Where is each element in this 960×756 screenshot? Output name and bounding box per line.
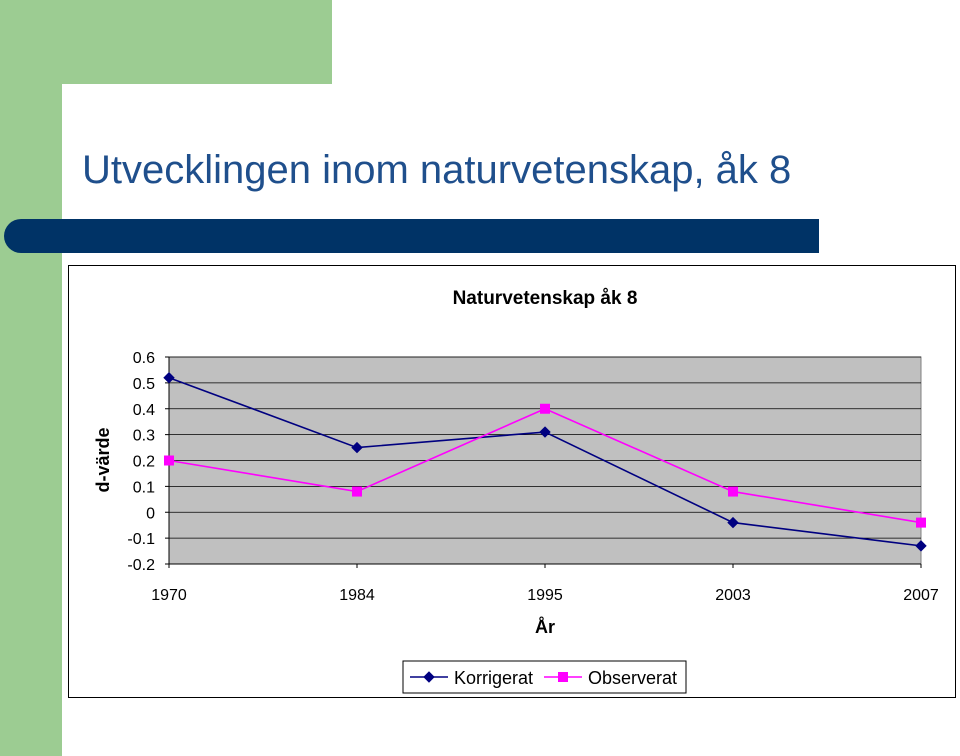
legend-marker-korrigerat — [423, 671, 435, 683]
y-tick-label: 0.3 — [133, 428, 155, 445]
green-accent-left — [0, 0, 62, 756]
data-point-observerat — [540, 403, 550, 414]
data-point-korrigerat — [351, 441, 363, 454]
slide-title: Utvecklingen inom naturvetenskap, åk 8 — [82, 148, 792, 192]
data-point-korrigerat — [727, 516, 739, 529]
y-tick-label: 0.2 — [133, 454, 155, 471]
legend-label-observerat: Observerat — [588, 668, 677, 688]
x-axis-label: År — [535, 617, 555, 637]
data-point-korrigerat — [539, 426, 551, 438]
data-point-korrigerat — [915, 540, 927, 552]
y-tick-label: -0.1 — [127, 531, 155, 548]
data-point-korrigerat — [163, 371, 175, 384]
y-tick-label: 0 — [146, 505, 155, 522]
chart-title: Naturvetenskap åk 8 — [453, 288, 638, 309]
data-point-observerat — [728, 486, 738, 497]
data-point-observerat — [352, 486, 362, 497]
data-point-observerat — [916, 517, 926, 528]
y-tick-label: 0.5 — [133, 376, 155, 393]
data-point-observerat — [164, 455, 174, 466]
x-tick-label: 2003 — [715, 587, 751, 604]
x-tick-label: 1970 — [151, 587, 187, 604]
legend-marker-observerat — [558, 672, 568, 682]
x-tick-label: 1995 — [527, 587, 563, 604]
title-rule — [4, 219, 819, 253]
y-tick-label: -0.2 — [127, 557, 155, 574]
y-tick-label: 0.4 — [133, 402, 155, 419]
y-axis-label: d-värde — [93, 427, 113, 492]
legend-label-korrigerat: Korrigerat — [454, 668, 533, 688]
y-tick-label: 0.1 — [133, 479, 155, 496]
x-tick-label: 1984 — [339, 587, 375, 604]
x-tick-label: 2007 — [903, 587, 939, 604]
y-tick-label: 0.6 — [133, 350, 155, 367]
